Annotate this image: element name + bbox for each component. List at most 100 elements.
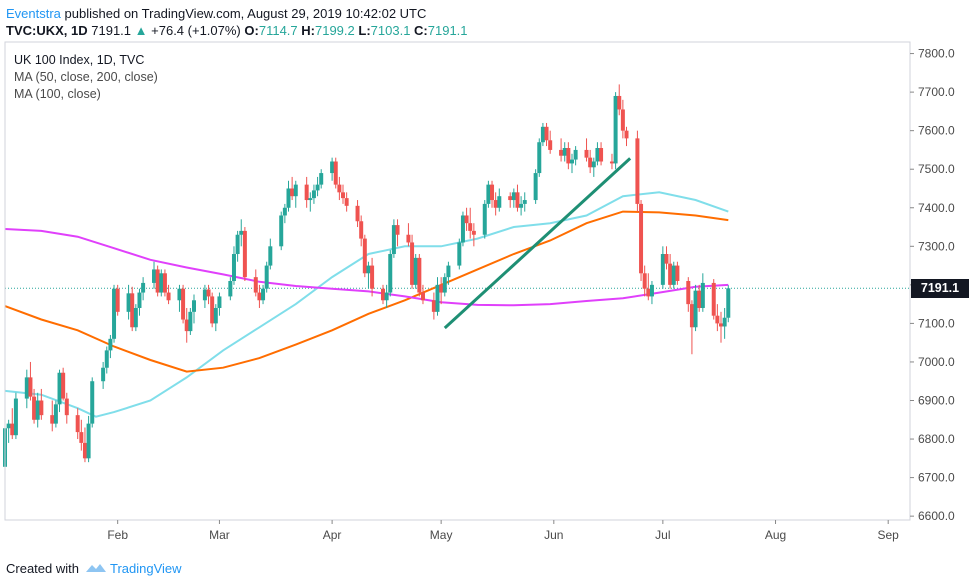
candle xyxy=(53,400,58,428)
candle xyxy=(559,138,564,162)
candle xyxy=(261,284,266,305)
candle-body xyxy=(253,277,258,293)
y-tick-label: 6600.0 xyxy=(918,509,955,523)
candle-body xyxy=(104,350,109,368)
candle xyxy=(75,408,80,440)
candle xyxy=(620,99,625,139)
candle-body xyxy=(257,292,262,301)
candle-body xyxy=(722,317,727,327)
candle xyxy=(290,176,295,201)
candle-body xyxy=(90,381,95,424)
candle xyxy=(391,219,396,258)
candle-body xyxy=(646,288,651,297)
candle-body xyxy=(79,432,84,443)
candle-body xyxy=(442,277,447,293)
ma-line-ma-200 xyxy=(4,210,729,373)
candle xyxy=(639,200,644,281)
candle-body xyxy=(508,196,513,201)
published-text: published on TradingView.com, August 29,… xyxy=(64,6,427,21)
y-tick-label: 7000.0 xyxy=(918,355,955,369)
candle-body xyxy=(486,184,491,204)
candle xyxy=(333,157,338,189)
candle-body xyxy=(279,215,284,247)
candle xyxy=(664,246,669,270)
candle xyxy=(239,219,244,247)
candle-body xyxy=(341,192,346,199)
candle xyxy=(624,126,629,147)
candle xyxy=(184,307,189,343)
candle-body xyxy=(162,273,167,293)
candle-body xyxy=(155,269,160,293)
candle-body xyxy=(693,290,698,328)
candle-body xyxy=(668,263,673,285)
y-tick-label: 6800.0 xyxy=(918,432,955,446)
candle xyxy=(540,122,545,147)
open-label: O: xyxy=(244,23,259,38)
trendline[interactable] xyxy=(443,157,632,330)
candle-body xyxy=(613,95,618,164)
low-value: 7103.1 xyxy=(370,23,411,38)
candle-body xyxy=(344,198,349,206)
candle xyxy=(435,277,440,316)
x-tick-label: Feb xyxy=(107,528,128,542)
candle-body xyxy=(50,415,55,424)
candle xyxy=(355,200,360,228)
candle-body xyxy=(61,372,66,399)
author-link[interactable]: Eventstra xyxy=(6,6,61,21)
x-tick-label: May xyxy=(430,528,453,542)
candle-body xyxy=(624,130,629,139)
candle-body xyxy=(202,289,207,301)
candle-body xyxy=(82,442,87,459)
candle xyxy=(660,246,665,289)
candle-body xyxy=(28,377,33,397)
candle xyxy=(715,304,720,332)
open-value: 7114.7 xyxy=(258,23,298,38)
candle-body xyxy=(304,184,309,201)
candle-body xyxy=(141,282,146,293)
candle-body xyxy=(584,149,589,158)
candle-body xyxy=(711,282,716,316)
candle-body xyxy=(311,190,316,199)
candle xyxy=(380,284,385,305)
candle xyxy=(213,304,218,332)
candle xyxy=(79,419,84,451)
candle-body xyxy=(101,367,106,382)
created-with-label: Created with xyxy=(6,561,79,576)
candle xyxy=(6,419,11,443)
tradingview-brand-link[interactable]: TradingView xyxy=(110,561,182,576)
candle xyxy=(86,415,91,463)
candle-body xyxy=(108,338,113,351)
candle-body xyxy=(410,242,415,285)
x-tick-label: Jun xyxy=(544,528,563,542)
candle-body xyxy=(64,398,69,416)
candle-body xyxy=(235,234,240,255)
candle xyxy=(133,304,138,332)
candle-body xyxy=(6,423,11,429)
candle xyxy=(152,261,157,289)
y-tick-label: 7800.0 xyxy=(918,47,955,61)
candle xyxy=(210,292,215,328)
candle-body xyxy=(181,288,186,320)
candle-body xyxy=(533,173,538,201)
candle xyxy=(188,307,193,335)
candle xyxy=(497,188,502,212)
candle-body xyxy=(228,281,233,297)
candle-body xyxy=(464,215,469,224)
candle-body xyxy=(689,304,694,328)
candle-body xyxy=(133,307,138,328)
candle-body xyxy=(53,404,58,424)
candle-body xyxy=(32,396,37,420)
candle-body xyxy=(86,423,91,459)
x-tick-label: Jul xyxy=(655,528,670,542)
candle-body xyxy=(337,184,342,193)
candle xyxy=(635,130,640,212)
candle xyxy=(50,400,55,432)
candle xyxy=(28,361,33,401)
candle xyxy=(330,157,335,181)
candle-body xyxy=(282,207,287,216)
y-tick-label: 7600.0 xyxy=(918,124,955,138)
candle xyxy=(395,219,400,247)
candle-body xyxy=(420,292,425,301)
candle-body xyxy=(57,372,62,405)
